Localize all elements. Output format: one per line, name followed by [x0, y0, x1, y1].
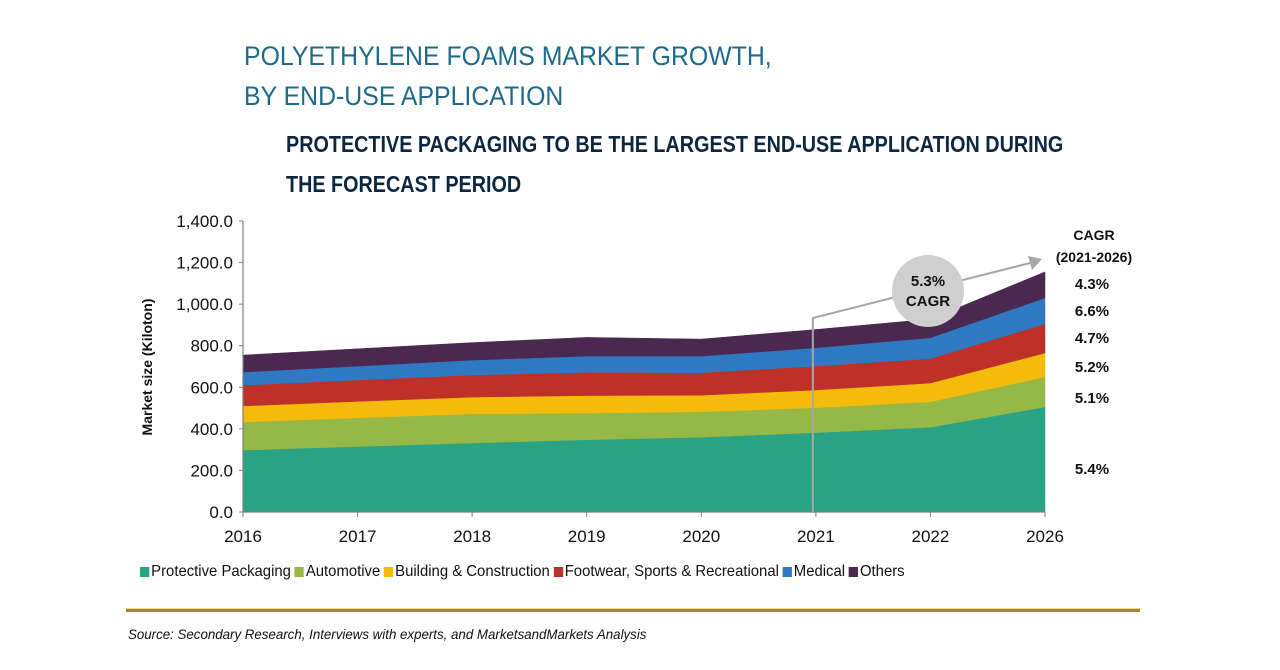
x-axis-ticks: 2016 2017 2018 2019 2020 2021 2022 2026	[224, 512, 1064, 546]
cagr-period: (2021-2026)	[1056, 249, 1132, 265]
axes	[242, 221, 1045, 513]
cagr-header: CAGR	[1073, 227, 1114, 243]
cagr-value-automotive: 5.1%	[1075, 390, 1109, 407]
arrow-head-icon	[1028, 256, 1042, 270]
legend-label: Footwear, Sports & Recreational	[564, 563, 779, 580]
x-tick-label: 2021	[797, 527, 835, 546]
legend-swatch	[553, 567, 563, 577]
divider-rule	[126, 608, 1140, 612]
cagr-value-building-construction: 5.2%	[1075, 359, 1109, 376]
cagr-bubble-label: CAGR	[906, 293, 950, 310]
y-axis-label: Market size (Kiloton)	[139, 299, 155, 436]
y-tick-label: 1,200.0	[176, 254, 233, 273]
legend-item: Protective Packaging	[140, 563, 291, 581]
legend-label: Protective Packaging	[151, 563, 291, 580]
chart-subtitle-line2: THE FORECAST PERIOD	[286, 171, 522, 197]
chart-title-line2: BY END-USE APPLICATION	[244, 81, 564, 111]
legend-item: Medical	[782, 563, 846, 581]
chart-subtitle-line1: PROTECTIVE PACKAGING TO BE THE LARGEST E…	[286, 131, 1064, 157]
y-tick-label: 600.0	[190, 378, 233, 397]
legend-swatch	[383, 567, 394, 577]
legend-item: Footwear, Sports & Recreational	[553, 563, 779, 581]
legend-label: Others	[859, 563, 905, 580]
legend-label: Building & Construction	[395, 563, 550, 580]
chart-legend: Protective Packaging Automotive Building &…	[140, 563, 908, 581]
legend-label: Medical	[793, 563, 846, 580]
cagr-value-protective-packaging: 5.4%	[1075, 461, 1109, 478]
y-axis-ticks: 0.0 200.0 400.0 600.0 800.0 1,000.0 1,200.0 1,4…	[176, 212, 243, 522]
cagr-value-medical: 6.6%	[1075, 303, 1109, 320]
x-tick-label: 2017	[339, 527, 377, 546]
legend-swatch	[294, 567, 304, 577]
y-tick-label: 0.0	[209, 503, 233, 522]
cagr-bubble	[892, 255, 964, 327]
source-note: Source: Secondary Research, Interviews w…	[128, 626, 647, 642]
area-others	[242, 271, 1046, 373]
legend-item: Automotive	[294, 563, 381, 581]
y-tick-label: 1,000.0	[176, 295, 233, 314]
legend-swatch	[848, 567, 859, 577]
legend-swatch	[140, 567, 150, 577]
legend-swatch	[782, 567, 792, 577]
chart-title: POLYETHYLENE FOAMS MARKET GROWTH, BY END…	[244, 36, 772, 116]
chart-subtitle: PROTECTIVE PACKAGING TO BE THE LARGEST E…	[286, 124, 1063, 204]
x-tick-label: 2018	[453, 527, 491, 546]
y-tick-label: 400.0	[190, 420, 233, 439]
cagr-value-footwear-sports-recreational: 4.7%	[1075, 330, 1109, 347]
cagr-bubble-value: 5.3%	[911, 273, 945, 290]
chart-title-line1: POLYETHYLENE FOAMS MARKET GROWTH,	[244, 41, 772, 71]
area-layers	[242, 271, 1046, 513]
x-tick-label: 2016	[224, 527, 262, 546]
x-tick-label: 2020	[682, 527, 720, 546]
legend-label: Automotive	[305, 563, 381, 580]
x-tick-label: 2026	[1026, 527, 1064, 546]
stacked-area-chart: 0.0 200.0 400.0 600.0 800.0 1,000.0 1,200.0 1,4…	[139, 212, 1132, 546]
y-tick-label: 200.0	[190, 461, 233, 480]
legend-item: Others	[848, 563, 905, 581]
x-tick-label: 2019	[568, 527, 606, 546]
cagr-annotations: 5.3% CAGR CAGR (2021-2026) 4.3% 6.6% 4.7% 5.2% 5…	[811, 227, 1132, 512]
legend-item: Building & Construction	[383, 563, 550, 581]
x-tick-label: 2022	[912, 527, 950, 546]
cagr-value-others: 4.3%	[1075, 276, 1109, 293]
y-tick-label: 1,400.0	[176, 212, 233, 231]
y-tick-label: 800.0	[190, 337, 233, 356]
